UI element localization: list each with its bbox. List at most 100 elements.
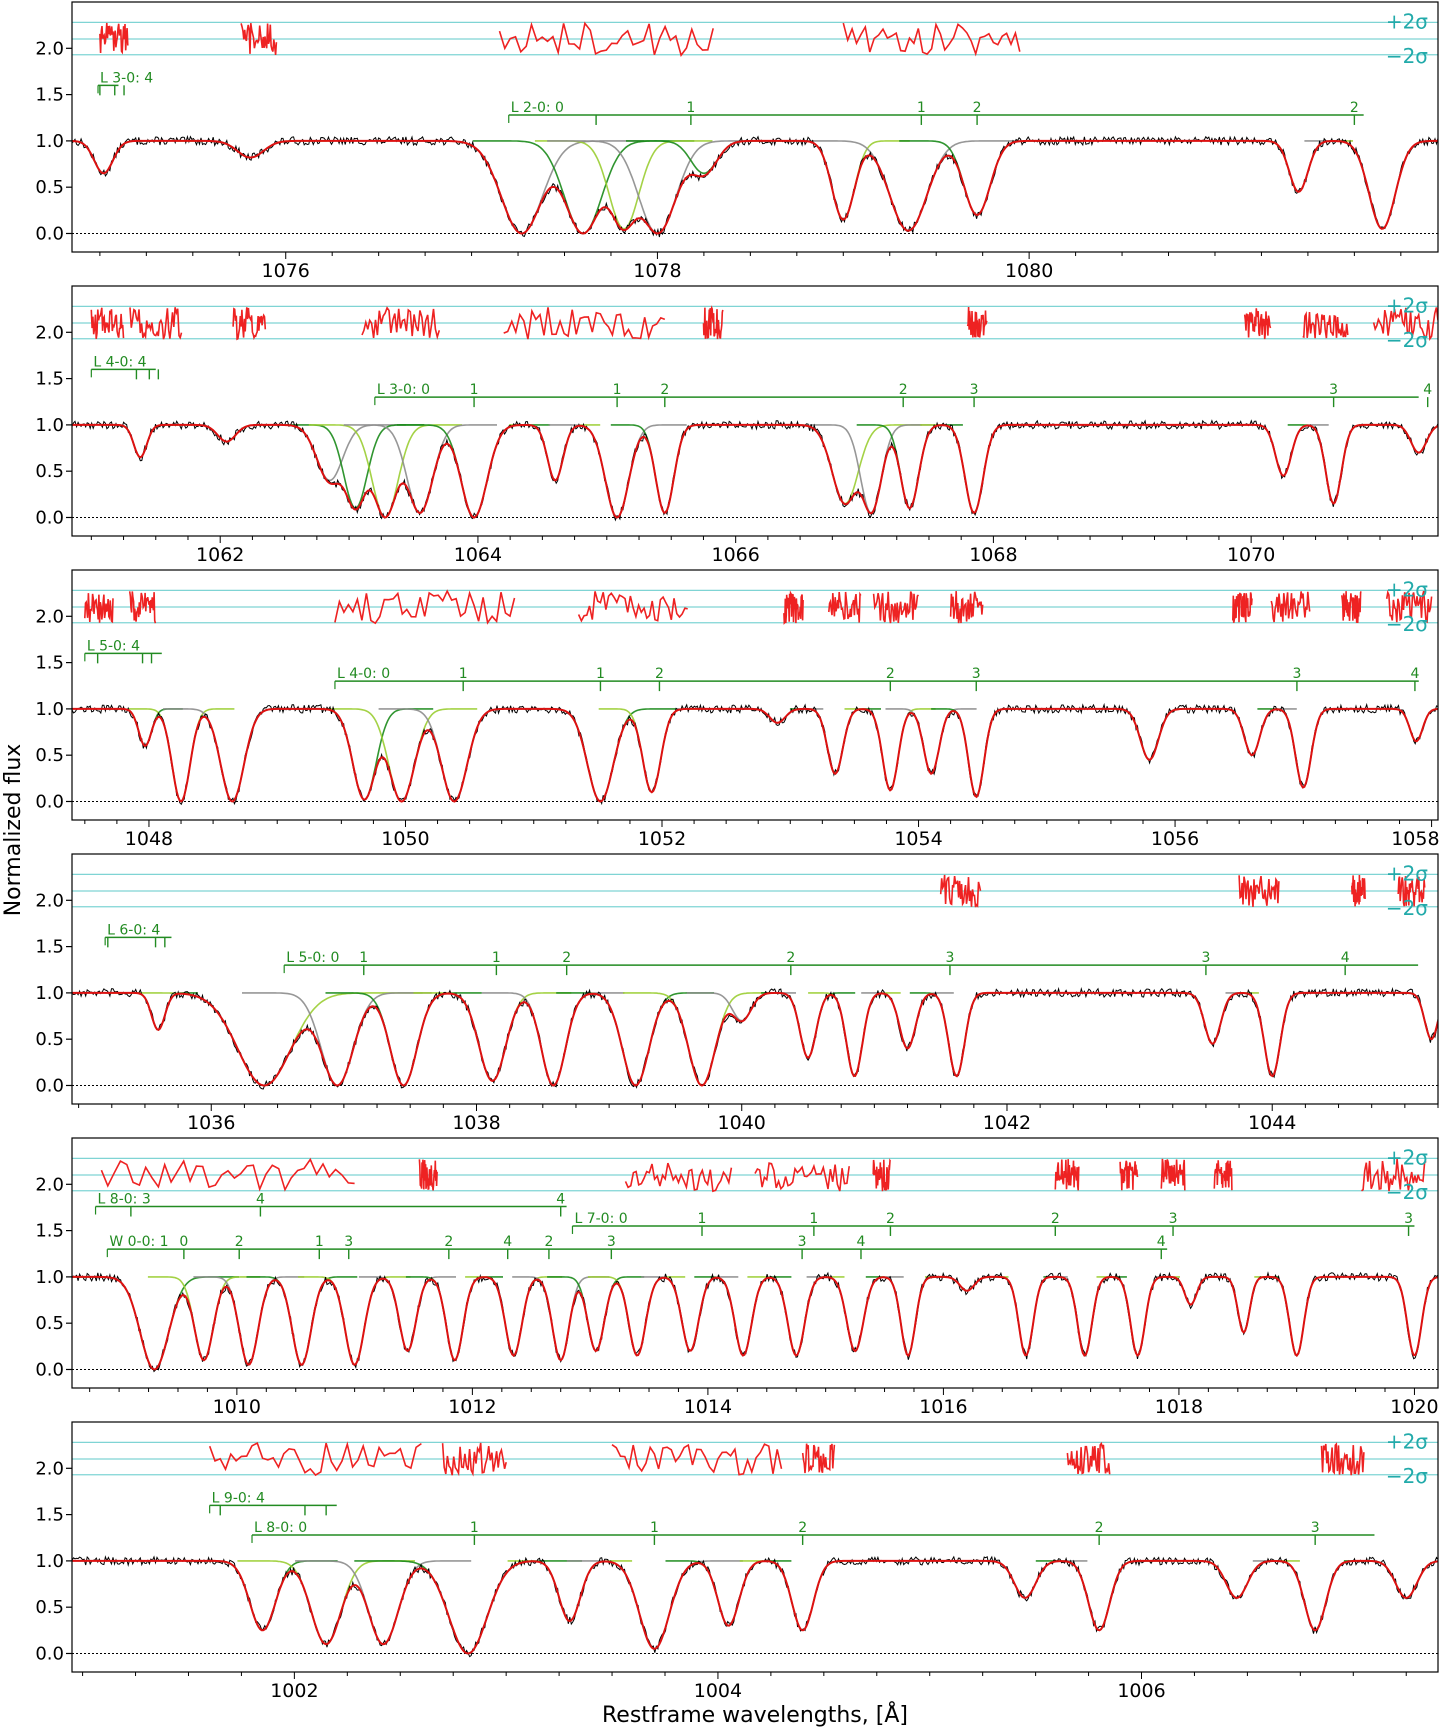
- band-mark-label: 3: [1201, 950, 1210, 966]
- line-id-band: L 5-0: 4: [84, 638, 162, 664]
- band-mark-label: 2: [973, 100, 982, 116]
- band-mark-label: 2: [1051, 1211, 1060, 1227]
- band-mark-label: 4: [857, 1234, 866, 1250]
- band-mark-label: 4: [503, 1234, 512, 1250]
- residual-line: [418, 1159, 438, 1191]
- component-model-line: [885, 708, 977, 775]
- component-model-line: [1243, 140, 1353, 193]
- line-id-band: L 3-0: 4: [97, 70, 153, 96]
- component-model-line: [1392, 992, 1438, 1040]
- residual-line: [966, 306, 988, 338]
- sigma-plus-label: +2σ: [1386, 9, 1428, 33]
- y-tick-label: 1.5: [35, 1221, 64, 1242]
- plot-area: L 5-0: 4 L 4-0: 0 1 1 2 2 3 3 4: [72, 589, 1438, 806]
- component-model-line: [1155, 1276, 1226, 1306]
- residual-line: [498, 21, 714, 57]
- residual-line: [939, 874, 982, 908]
- residual-line: [1066, 1441, 1111, 1475]
- y-tick-label: 0.0: [35, 507, 64, 528]
- residual-line: [1302, 311, 1349, 339]
- total-model-line: [72, 991, 1438, 1087]
- residual-line: [624, 1162, 733, 1193]
- residual-line: [1385, 589, 1433, 624]
- component-model-line: [588, 1276, 686, 1357]
- band-label: L 3-0: 0: [377, 382, 430, 398]
- panel-6: L 9-0: 4 L 8-0: 0 1 1 2 2 3 +2σ −2σ 0.0 0.5 1.0 1.5 2…: [35, 1421, 1439, 1702]
- x-tick-label: 1058: [1391, 828, 1439, 850]
- residual-line: [1341, 591, 1362, 624]
- panel-frame: [71, 569, 1439, 821]
- component-model-line: [623, 992, 781, 1087]
- residual-line: [1372, 307, 1438, 342]
- band-mark-label: 2: [886, 1211, 895, 1227]
- total-model-line: [72, 707, 1438, 803]
- band-mark-label: 1: [359, 950, 368, 966]
- x-tick-label: 1080: [1005, 260, 1053, 282]
- component-model-line: [325, 708, 478, 803]
- x-tick-label: 1054: [894, 828, 942, 850]
- band-mark-label: 3: [1292, 666, 1301, 682]
- plot-area: L 3-0: 4 L 2-0: 0 1 1 2 2: [72, 21, 1438, 238]
- component-model-line: [739, 1560, 866, 1632]
- band-mark-label: 2: [798, 1520, 807, 1536]
- component-model-line: [761, 992, 856, 1059]
- component-model-line: [325, 992, 482, 1087]
- band-label: L 2-0: 0: [511, 100, 564, 116]
- component-model-line: [187, 1560, 338, 1631]
- residual-line: [577, 591, 688, 623]
- x-tick-label: 1010: [213, 1396, 261, 1418]
- y-tick-label: 1.0: [35, 983, 64, 1004]
- component-model-line: [1035, 1560, 1162, 1632]
- component-model-line: [465, 1276, 563, 1357]
- line-id-band: L 8-0: 3 4 4: [94, 1192, 567, 1217]
- band-mark-label: 4: [1423, 382, 1432, 398]
- band-mark-label: 4: [1341, 950, 1350, 966]
- residual-line: [240, 22, 278, 55]
- component-model-line: [1173, 1560, 1300, 1599]
- x-tick-label: 1020: [1390, 1396, 1438, 1418]
- band-mark-label: 1: [470, 382, 479, 398]
- y-tick-label: 0.5: [35, 1597, 64, 1618]
- component-model-line: [343, 424, 497, 514]
- residual-line: [1351, 874, 1366, 907]
- residual-line: [503, 307, 666, 341]
- residual-line: [801, 1443, 836, 1474]
- x-tick-label: 1004: [694, 1680, 742, 1702]
- component-model-line: [173, 424, 280, 443]
- x-tick-label: 1076: [262, 260, 310, 282]
- band-mark-label: 3: [607, 1234, 616, 1250]
- residual-line: [1119, 1160, 1139, 1191]
- component-model-line: [920, 424, 1027, 514]
- sigma-minus-label: −2σ: [1386, 44, 1428, 68]
- y-tick-label: 0.5: [35, 745, 64, 766]
- component-model-line: [909, 992, 1004, 1078]
- component-model-line: [598, 708, 705, 794]
- band-mark-label: 2: [1095, 1520, 1104, 1536]
- x-tick-label: 1036: [187, 1112, 235, 1134]
- band-mark-label: 3: [970, 382, 979, 398]
- band-mark-label: 2: [444, 1234, 453, 1250]
- sigma-plus-label: +2σ: [1386, 293, 1428, 317]
- residual-line: [842, 22, 1021, 57]
- band-mark-label: 2: [1350, 100, 1359, 116]
- band-mark-label: 1: [650, 1520, 659, 1536]
- line-id-band: L 9-0: 4: [209, 1490, 337, 1516]
- component-model-line: [512, 1276, 610, 1362]
- x-tick-label: 1050: [381, 828, 429, 850]
- residual-line: [1232, 592, 1253, 623]
- component-model-line: [1252, 1560, 1378, 1632]
- x-tick-label: 1068: [969, 544, 1017, 566]
- component-model-line: [686, 992, 796, 1022]
- band-mark-label: 2: [544, 1234, 553, 1250]
- x-tick-label: 1042: [983, 1112, 1031, 1134]
- band-label: L 7-0: 0: [574, 1211, 627, 1227]
- y-tick-label: 1.0: [35, 1551, 64, 1572]
- line-id-band: L 8-0: 0 1 1 2 2 3: [251, 1520, 1375, 1545]
- line-id-band: L 4-0: 4: [90, 354, 160, 380]
- y-tick-label: 0.0: [35, 223, 64, 244]
- total-model-line: [72, 139, 1438, 235]
- component-model-line: [119, 992, 198, 1031]
- panel-frame: [71, 1137, 1439, 1389]
